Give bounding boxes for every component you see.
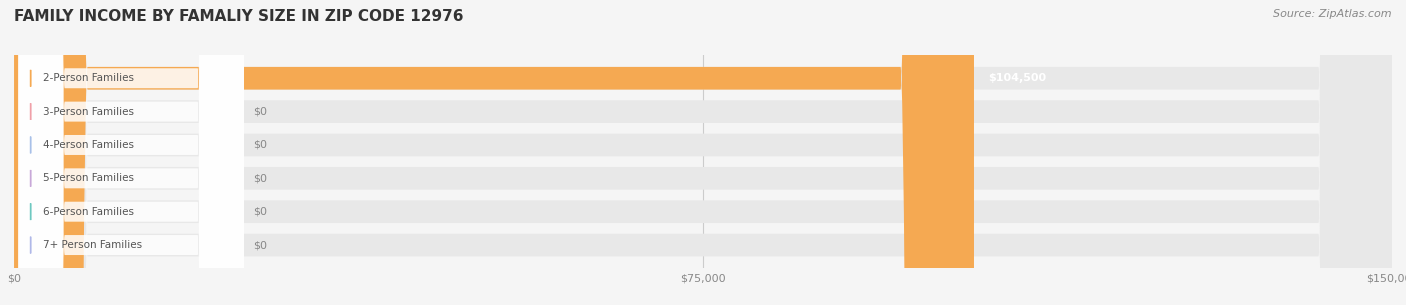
- Text: $0: $0: [253, 207, 267, 217]
- FancyBboxPatch shape: [14, 0, 1392, 305]
- Text: 5-Person Families: 5-Person Families: [44, 173, 135, 183]
- Text: 7+ Person Families: 7+ Person Families: [44, 240, 142, 250]
- FancyBboxPatch shape: [18, 0, 243, 305]
- Text: 2-Person Families: 2-Person Families: [44, 73, 135, 83]
- Text: Source: ZipAtlas.com: Source: ZipAtlas.com: [1274, 9, 1392, 19]
- FancyBboxPatch shape: [14, 0, 1392, 305]
- Text: 4-Person Families: 4-Person Families: [44, 140, 135, 150]
- Text: $104,500: $104,500: [988, 73, 1046, 83]
- Text: $0: $0: [253, 173, 267, 183]
- Text: 6-Person Families: 6-Person Families: [44, 207, 135, 217]
- FancyBboxPatch shape: [14, 0, 1392, 305]
- Text: $0: $0: [253, 140, 267, 150]
- FancyBboxPatch shape: [18, 0, 243, 305]
- FancyBboxPatch shape: [18, 0, 243, 305]
- FancyBboxPatch shape: [18, 0, 243, 305]
- Text: 3-Person Families: 3-Person Families: [44, 107, 135, 117]
- FancyBboxPatch shape: [14, 0, 1392, 305]
- FancyBboxPatch shape: [18, 0, 243, 305]
- FancyBboxPatch shape: [14, 0, 974, 305]
- Text: FAMILY INCOME BY FAMALIY SIZE IN ZIP CODE 12976: FAMILY INCOME BY FAMALIY SIZE IN ZIP COD…: [14, 9, 464, 24]
- FancyBboxPatch shape: [14, 0, 1392, 305]
- Text: $0: $0: [253, 107, 267, 117]
- FancyBboxPatch shape: [14, 0, 1392, 305]
- FancyBboxPatch shape: [18, 0, 243, 305]
- Text: $0: $0: [253, 240, 267, 250]
